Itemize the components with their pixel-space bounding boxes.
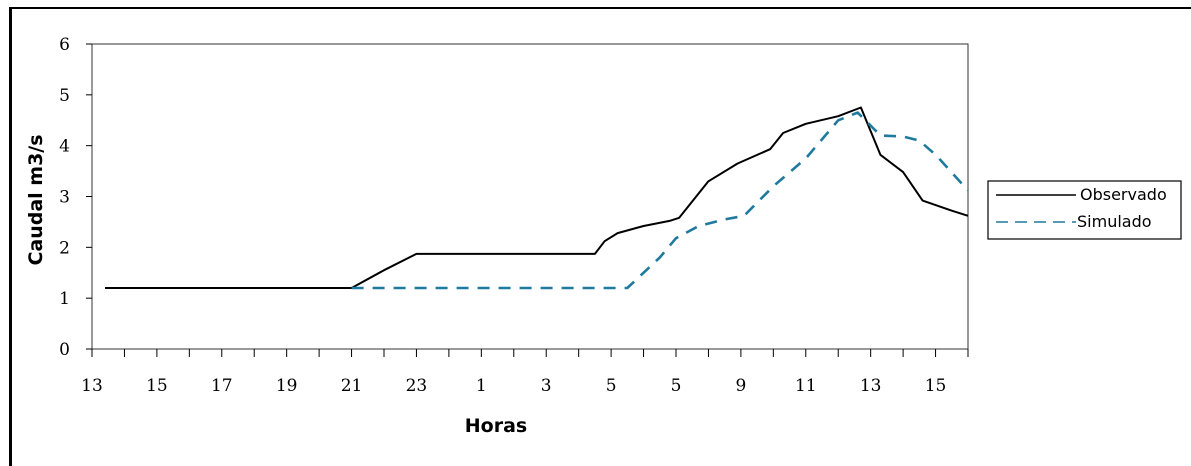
x-tick-label: 15: [146, 376, 168, 396]
chart-frame: [9, 7, 1191, 466]
y-tick-label: 2: [59, 238, 70, 258]
x-tick-label: 1: [476, 376, 487, 396]
x-tick-label: 21: [341, 376, 363, 396]
series-layer: [105, 106, 969, 290]
x-tick-label: 5: [671, 376, 682, 396]
x-tick-label: 23: [406, 376, 428, 396]
x-tick-label: 11: [795, 376, 817, 396]
legend-box: [987, 180, 1182, 240]
x-tick-label: 9: [735, 376, 746, 396]
y-tick-label: 1: [59, 289, 70, 309]
plot-border: [91, 43, 969, 350]
plot-area: [91, 43, 969, 350]
y-tick-label: 4: [59, 137, 70, 157]
x-tick-label: 15: [925, 376, 947, 396]
series-line-observado: [105, 106, 969, 289]
y-axis-title: Caudal m3/s: [25, 134, 47, 265]
x-tick-label: 13: [860, 376, 882, 396]
x-tick-label: 17: [211, 376, 233, 396]
x-tick-label: 13: [81, 376, 103, 396]
y-tick-label: 6: [59, 35, 70, 55]
legend: Observado Simulado: [987, 180, 1182, 240]
y-tick-label: 3: [59, 188, 70, 208]
x-tick-label: 3: [541, 376, 552, 396]
y-axis: 0 1 2 3 4 5 6: [59, 35, 92, 360]
x-tick-label: 5: [606, 376, 617, 396]
legend-label-simulado: Simulado: [1077, 212, 1152, 231]
y-tick-label: 5: [59, 86, 70, 106]
x-tick-label: 19: [276, 376, 298, 396]
y-tick-label: 0: [59, 340, 70, 360]
series-line-simulado: [351, 111, 969, 290]
x-axis-title: Horas: [465, 415, 527, 437]
legend-label-observado: Observado: [1080, 185, 1167, 204]
x-axis: 13 15 17 19 21 23 1 3 5 5 9 11 13 15: [81, 349, 969, 396]
